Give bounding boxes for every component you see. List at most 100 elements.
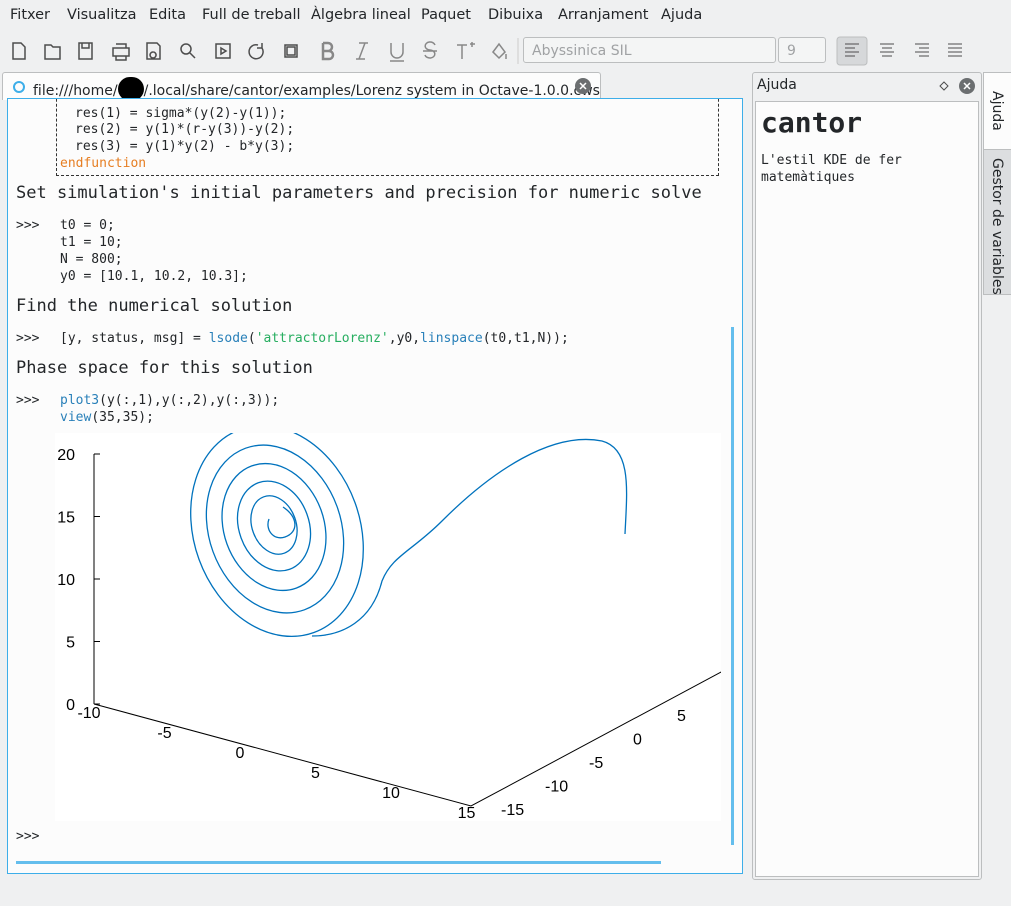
- menu-item[interactable]: Àlgebra lineal: [311, 7, 411, 23]
- help-heading: cantor: [761, 106, 863, 139]
- align-center[interactable]: [880, 43, 894, 57]
- function-name: lsode: [208, 331, 248, 346]
- code: (: [247, 331, 256, 346]
- size-combo[interactable]: 9: [778, 37, 826, 63]
- plot-tick-label: 20: [57, 447, 75, 464]
- justify[interactable]: [948, 43, 962, 57]
- code-line: res(2) = y(1)*(r-y(3))-y(2);: [75, 122, 295, 137]
- bold-icon[interactable]: [321, 41, 335, 61]
- text-entry[interactable]: Phase space for this solution: [16, 358, 313, 378]
- open-icon[interactable]: [44, 44, 61, 60]
- code-line: t1 = 10;: [60, 235, 123, 250]
- color-icon[interactable]: [492, 42, 507, 60]
- code: (t0,t1,N));: [482, 331, 569, 346]
- menu-item[interactable]: Paquet: [421, 7, 471, 23]
- redaction: [117, 77, 144, 101]
- plot-tick-label: 5: [66, 635, 75, 652]
- prompt: >>>: [16, 829, 40, 844]
- save-icon[interactable]: [78, 42, 93, 60]
- float-button[interactable]: [939, 81, 949, 91]
- dock-title: Ajuda: [757, 77, 797, 93]
- find-icon[interactable]: [180, 43, 192, 55]
- function-box: [56, 99, 719, 176]
- code: (35,35);: [91, 410, 154, 425]
- code: ,y0,: [388, 331, 421, 346]
- plot-tick-label: 5: [677, 708, 686, 725]
- code-line: endfunction: [60, 156, 147, 171]
- plot-tick-label: 5: [311, 765, 320, 782]
- plot-tick-label: -10: [77, 705, 100, 722]
- font-combo[interactable]: Abyssinica SIL: [523, 37, 776, 63]
- menu-item[interactable]: Fitxer: [10, 7, 51, 23]
- worksheet-tab[interactable]: file:///home/ /.local/share/cantor/exampl…: [2, 72, 601, 101]
- code-line: y0 = [10.1, 10.2, 10.3];: [60, 269, 248, 284]
- align-icons: [836, 36, 962, 66]
- align-left[interactable]: [836, 36, 868, 66]
- worksheet: res(1) = sigma*(y(2)-y(1)); res(2) = y(1…: [7, 98, 743, 874]
- code-line: N = 800;: [60, 252, 123, 267]
- font-name: Abyssinica SIL: [532, 43, 632, 59]
- code-line: view(35,35);: [60, 409, 154, 426]
- plot-tick-label: 10: [57, 572, 75, 589]
- plot-tick-label: 15: [458, 805, 476, 821]
- tab-close[interactable]: [575, 78, 591, 94]
- plot-tick-label: 0: [66, 697, 75, 714]
- preview-icon[interactable]: [146, 42, 161, 60]
- code-line: t0 = 0;: [60, 218, 115, 233]
- plot-tick-label: 15: [57, 510, 75, 527]
- tab-path-end: /.local/share/cantor/examples/Lorenz sys…: [143, 83, 600, 99]
- menu-item[interactable]: Edita: [149, 7, 186, 23]
- interrupt-icon[interactable]: [284, 44, 298, 58]
- menu-item[interactable]: Dibuixa: [488, 7, 544, 23]
- plot-tick-label: -5: [157, 725, 171, 742]
- align-right[interactable]: [915, 43, 929, 57]
- function-name: plot3: [60, 393, 100, 408]
- function-name: linspace: [420, 331, 483, 346]
- code: [y, status, msg] =: [60, 331, 209, 346]
- toolbar-icons: [12, 38, 519, 64]
- print-icon[interactable]: [112, 43, 130, 61]
- tab-path-start: file:///home/: [33, 83, 118, 99]
- help-text: L'estil KDE de fer matemàtiques: [761, 153, 902, 185]
- side-tab-label: Gestor de variables: [989, 158, 1005, 295]
- plot-tick-label: -10: [545, 779, 568, 796]
- dock-buttons: [939, 78, 975, 94]
- underline-icon[interactable]: [390, 43, 404, 62]
- code-line: res(1) = sigma*(y(2)-y(1));: [75, 106, 287, 121]
- side-tab-label: Ajuda: [989, 91, 1005, 131]
- menu-item[interactable]: Arranjament: [558, 7, 649, 23]
- prompt: >>>: [16, 393, 40, 408]
- help-view: cantor L'estil KDE de fer matemàtiques: [755, 101, 979, 877]
- superscript-icon[interactable]: [457, 42, 475, 59]
- prompt: >>>: [16, 218, 40, 233]
- plot-tick-label: -5: [589, 755, 603, 772]
- text-entry[interactable]: Find the numerical solution: [16, 296, 293, 316]
- code-line: res(3) = y(1)*y(2) - b*y(3);: [75, 139, 295, 154]
- code-line: plot3(y(:,1),y(:,2),y(:,3));: [60, 392, 279, 409]
- function-name: view: [60, 410, 92, 425]
- menu-item[interactable]: Visualitza: [67, 7, 137, 23]
- scroll-indicator: [16, 861, 661, 864]
- code-line: [y, status, msg] = lsode('attractorLoren…: [60, 330, 569, 347]
- menu-item[interactable]: Full de treball: [202, 7, 301, 23]
- scroll-indicator: [731, 327, 734, 845]
- side-tab[interactable]: Gestor de variables: [983, 149, 1011, 295]
- menu-item[interactable]: Ajuda: [661, 7, 703, 23]
- plot-tick-label: 0: [633, 732, 642, 749]
- prompt: >>>: [16, 331, 40, 346]
- side-tab[interactable]: Ajuda: [983, 72, 1011, 150]
- italic-icon[interactable]: [356, 42, 368, 60]
- string: 'attractorLorenz': [255, 331, 389, 346]
- strike-icon[interactable]: [423, 41, 437, 59]
- restart-icon[interactable]: [248, 43, 264, 60]
- run-icon[interactable]: [215, 43, 231, 59]
- plot-tick-label: 10: [382, 785, 400, 802]
- font-size: 9: [787, 43, 796, 59]
- plot-tick-label: -15: [501, 802, 524, 819]
- text-entry[interactable]: Set simulation's initial parameters and …: [16, 183, 702, 203]
- tab-title: file:///home/ /.local/share/cantor/exampl…: [33, 77, 600, 101]
- new-icon[interactable]: [12, 42, 26, 60]
- lorenz-curve: [190, 433, 628, 638]
